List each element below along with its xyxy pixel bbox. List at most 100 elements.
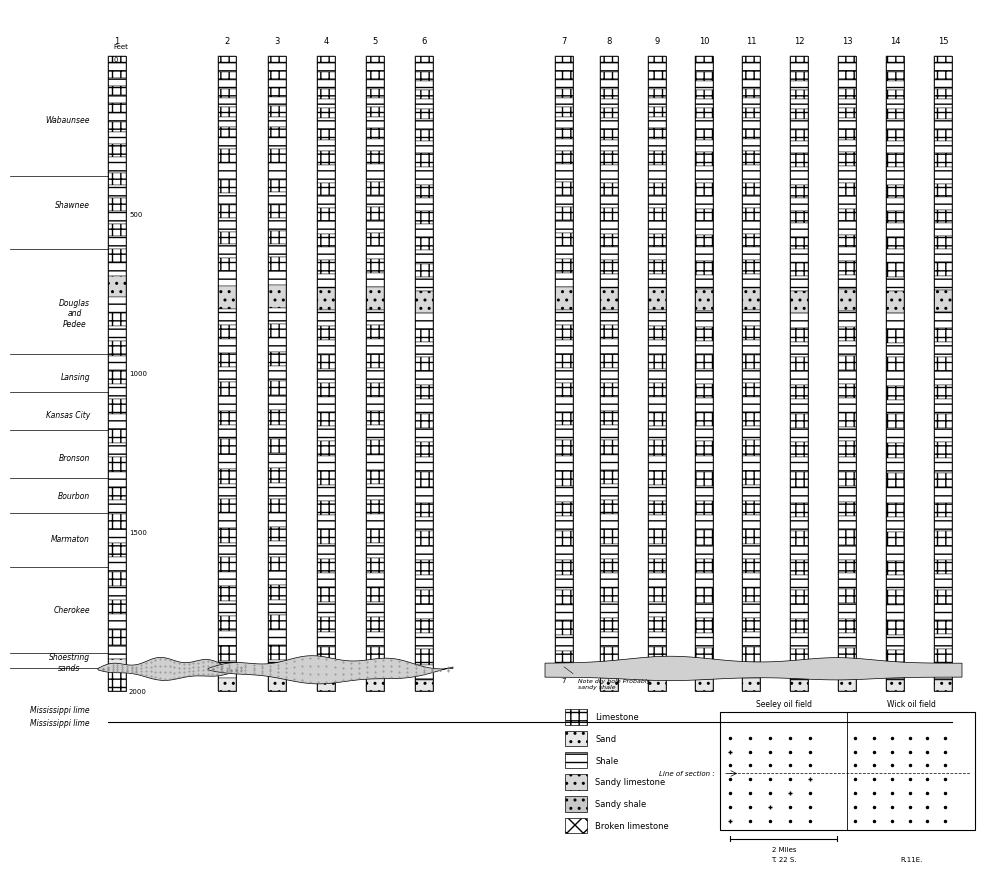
Bar [886, 109, 904, 120]
Bar [742, 311, 760, 327]
Bar [790, 342, 808, 357]
Bar [790, 575, 808, 590]
Bar [790, 237, 808, 250]
Bar [600, 196, 618, 209]
Bar [886, 561, 904, 575]
Bar [415, 186, 433, 199]
Bar [108, 672, 126, 691]
Bar [790, 357, 808, 371]
Bar [790, 634, 808, 649]
Bar [790, 131, 808, 143]
Bar [108, 415, 126, 429]
Bar [886, 547, 904, 561]
Text: 500: 500 [129, 212, 142, 218]
Bar [218, 245, 236, 259]
Text: Wick oil field: Wick oil field [887, 700, 936, 708]
Bar [838, 167, 856, 184]
Bar [695, 82, 713, 90]
Bar [268, 396, 286, 410]
Bar [790, 250, 808, 263]
Bar [838, 589, 856, 604]
Bar [415, 73, 433, 82]
Bar [790, 100, 808, 109]
Bar [886, 666, 904, 680]
Bar [648, 341, 666, 355]
Bar [790, 488, 808, 503]
Bar [934, 400, 952, 415]
Bar [886, 314, 904, 329]
Bar [648, 456, 666, 471]
Bar [317, 471, 335, 485]
Bar [934, 415, 952, 428]
Bar [600, 166, 618, 183]
Bar [720, 713, 975, 830]
Text: 3: 3 [274, 37, 280, 46]
Bar [695, 100, 713, 109]
Bar [555, 99, 573, 108]
Bar [886, 532, 904, 547]
Bar [268, 468, 286, 483]
Bar [555, 182, 573, 196]
Bar [268, 271, 286, 286]
Bar [790, 168, 808, 186]
Bar [600, 129, 618, 141]
Bar [366, 485, 384, 501]
Bar [886, 329, 904, 343]
Bar [555, 532, 573, 547]
Bar [317, 166, 335, 183]
Bar [600, 248, 618, 261]
Bar [695, 262, 713, 275]
Bar [838, 130, 856, 141]
Bar [790, 605, 808, 620]
Bar [415, 634, 433, 649]
Bar [742, 588, 760, 603]
Bar [934, 574, 952, 590]
Bar [108, 543, 126, 558]
Text: 6: 6 [421, 37, 427, 46]
Bar [695, 167, 713, 184]
Bar [648, 384, 666, 398]
Bar [886, 56, 904, 64]
Bar [268, 308, 286, 324]
Text: Mississippi lime: Mississippi lime [30, 706, 90, 714]
Bar [366, 310, 384, 326]
Text: Bronson: Bronson [59, 454, 90, 462]
Bar [415, 224, 433, 238]
Bar [366, 426, 384, 441]
Bar [317, 647, 335, 663]
Bar [838, 222, 856, 235]
Bar [790, 64, 808, 73]
Bar [108, 385, 126, 399]
Bar [366, 165, 384, 182]
Bar [934, 249, 952, 262]
Bar [742, 544, 760, 559]
Bar [600, 514, 618, 530]
Bar [695, 141, 713, 153]
Bar [268, 440, 286, 454]
Bar [268, 81, 286, 89]
Bar [218, 601, 236, 616]
Bar [555, 108, 573, 118]
Bar [108, 224, 126, 236]
Bar [838, 370, 856, 385]
Bar [317, 327, 335, 341]
Text: Bourbon: Bourbon [58, 491, 90, 501]
Bar [268, 425, 286, 440]
Bar [934, 185, 952, 198]
Bar [555, 310, 573, 326]
Bar [695, 248, 713, 262]
Bar [648, 248, 666, 261]
Bar [218, 678, 236, 691]
Bar [268, 244, 286, 258]
Text: 9: 9 [654, 37, 660, 46]
Bar [268, 410, 286, 425]
Bar [108, 443, 126, 458]
Bar [695, 545, 713, 560]
Text: 1: 1 [114, 37, 120, 46]
Bar [108, 211, 126, 224]
Bar [790, 473, 808, 488]
Bar [695, 530, 713, 545]
Bar [268, 324, 286, 338]
Bar [366, 558, 384, 573]
Bar [934, 168, 952, 185]
